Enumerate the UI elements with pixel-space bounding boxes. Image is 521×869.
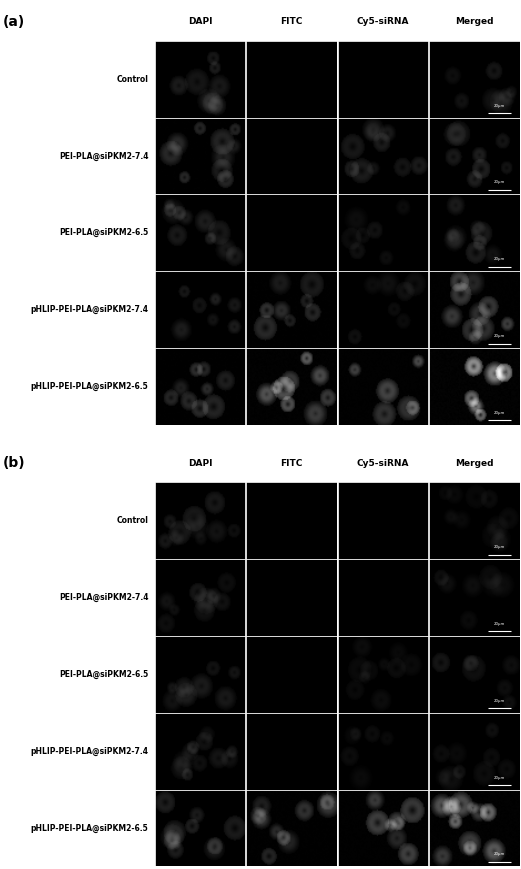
Text: Merged: Merged: [455, 459, 494, 468]
Text: Cy5-siRNA: Cy5-siRNA: [357, 459, 410, 468]
Text: 20μm: 20μm: [494, 335, 505, 338]
Text: Merged: Merged: [455, 17, 494, 26]
Text: 20μm: 20μm: [494, 545, 505, 549]
Text: pHLIP-PEI-PLA@siPKM2-7.4: pHLIP-PEI-PLA@siPKM2-7.4: [31, 746, 148, 756]
Text: PEI-PLA@siPKM2-6.5: PEI-PLA@siPKM2-6.5: [59, 670, 148, 679]
Text: pHLIP-PEI-PLA@siPKM2-6.5: pHLIP-PEI-PLA@siPKM2-6.5: [31, 824, 148, 833]
Text: 20μm: 20μm: [494, 852, 505, 857]
Text: FITC: FITC: [280, 459, 303, 468]
Text: Control: Control: [117, 516, 148, 525]
Text: 20μm: 20μm: [494, 411, 505, 415]
Text: Control: Control: [117, 75, 148, 83]
Text: (b): (b): [3, 456, 25, 470]
Text: DAPI: DAPI: [188, 17, 213, 26]
Text: 20μm: 20μm: [494, 181, 505, 184]
Text: pHLIP-PEI-PLA@siPKM2-7.4: pHLIP-PEI-PLA@siPKM2-7.4: [31, 305, 148, 315]
Text: PEI-PLA@siPKM2-6.5: PEI-PLA@siPKM2-6.5: [59, 229, 148, 237]
Text: 20μm: 20μm: [494, 776, 505, 779]
Text: 20μm: 20μm: [494, 103, 505, 108]
Text: 20μm: 20μm: [494, 699, 505, 703]
Text: 20μm: 20μm: [494, 257, 505, 262]
Text: PEI-PLA@siPKM2-7.4: PEI-PLA@siPKM2-7.4: [59, 593, 148, 602]
Text: (a): (a): [3, 15, 25, 29]
Text: 20μm: 20μm: [494, 622, 505, 626]
Text: FITC: FITC: [280, 17, 303, 26]
Text: DAPI: DAPI: [188, 459, 213, 468]
Text: Cy5-siRNA: Cy5-siRNA: [357, 17, 410, 26]
Text: PEI-PLA@siPKM2-7.4: PEI-PLA@siPKM2-7.4: [59, 151, 148, 161]
Text: pHLIP-PEI-PLA@siPKM2-6.5: pHLIP-PEI-PLA@siPKM2-6.5: [31, 382, 148, 391]
